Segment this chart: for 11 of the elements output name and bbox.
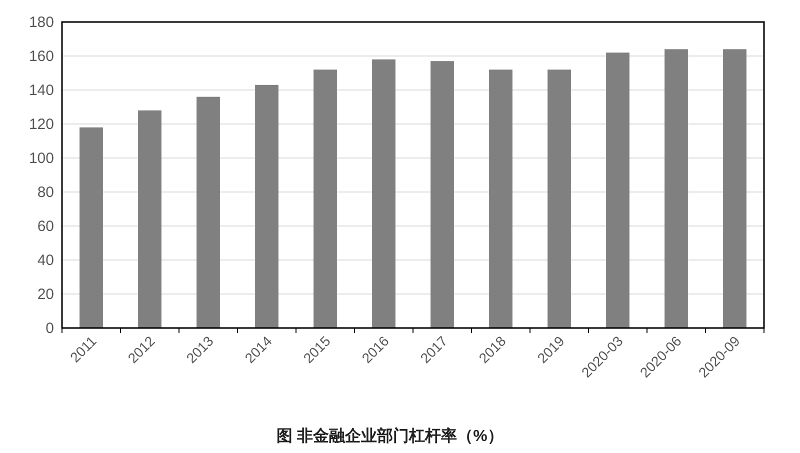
y-tick-label: 20 [37, 286, 54, 303]
y-tick-label: 40 [37, 252, 54, 269]
y-tick-label: 180 [28, 14, 54, 31]
y-tick-label: 160 [28, 48, 54, 65]
text: 图 非金融企业部门杠杆率（%） [276, 426, 504, 445]
y-tick-label: 140 [28, 82, 54, 99]
y-tick-label: 120 [28, 116, 54, 133]
y-tick-label: 100 [28, 150, 54, 167]
y-tick-label: 80 [37, 184, 54, 201]
y-tick-label: 60 [37, 218, 54, 235]
y-tick-label: 0 [46, 320, 54, 337]
